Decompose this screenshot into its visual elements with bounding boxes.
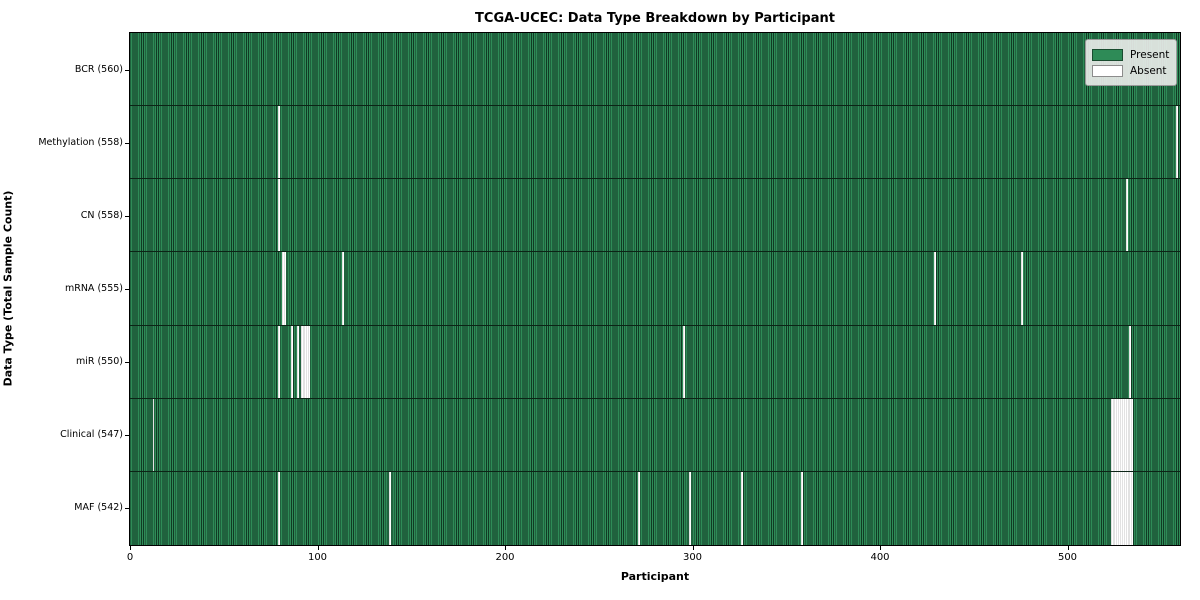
heatmap-row-clinical [130, 398, 1180, 472]
absent-gap [1110, 398, 1134, 471]
absent-gap [801, 471, 804, 545]
x-tick-mark [318, 546, 319, 550]
heatmap-row-maf [130, 471, 1180, 545]
x-tick-mark [1068, 546, 1069, 550]
absent-gap [741, 471, 744, 545]
x-tick-label: 200 [495, 552, 515, 563]
y-tick-label: Methylation (558) [38, 137, 123, 148]
heatmap-row-bcr [130, 33, 1180, 107]
absent-gap [638, 471, 640, 545]
x-tick-mark [505, 546, 506, 550]
y-tick-label: Clinical (547) [60, 429, 123, 440]
y-tick-mark [125, 70, 129, 71]
legend-label-absent: Absent [1130, 64, 1167, 77]
absent-swatch-icon [1092, 64, 1123, 77]
y-tick-mark [125, 362, 129, 363]
legend-item-absent: Absent [1092, 64, 1170, 77]
absent-gap [278, 471, 280, 545]
y-tick-label: CN (558) [80, 210, 123, 221]
y-tick-mark [125, 435, 129, 436]
absent-gap [296, 325, 299, 398]
absent-gap [1125, 179, 1128, 252]
absent-gap [388, 471, 391, 545]
y-tick-label: mRNA (555) [64, 283, 123, 294]
x-axis-label: Participant [620, 570, 690, 583]
y-tick-label: MAF (542) [74, 502, 123, 513]
x-tick-label: 500 [1057, 552, 1078, 563]
absent-gap [152, 398, 155, 471]
y-tick-mark [125, 289, 129, 290]
absent-gap [291, 325, 294, 398]
y-tick-label: miR (550) [75, 356, 123, 367]
x-tick-label: 100 [307, 552, 328, 563]
legend-item-present: Present [1092, 48, 1170, 61]
heatmap-row-mir [130, 325, 1180, 399]
x-tick-label: 400 [870, 552, 890, 563]
y-tick-label: BCR (560) [74, 64, 123, 75]
absent-gap [934, 252, 937, 325]
absent-gap [1176, 106, 1179, 179]
chart-title: TCGA-UCEC: Data Type Breakdown by Partic… [475, 11, 835, 26]
legend: Present Absent [1085, 39, 1177, 86]
absent-gap [1020, 252, 1023, 325]
x-tick-label: 0 [126, 552, 134, 563]
absent-gap [281, 252, 286, 325]
heatmap-row-methylation [130, 106, 1180, 180]
absent-gap [300, 325, 310, 398]
absent-gap [688, 471, 691, 545]
heatmap-plot [130, 33, 1180, 545]
x-tick-mark [880, 546, 881, 550]
x-tick-label: 300 [682, 552, 703, 563]
absent-gap [278, 106, 280, 179]
absent-gap [278, 179, 280, 252]
y-tick-mark [125, 508, 129, 509]
present-swatch-icon [1092, 48, 1123, 61]
y-tick-mark [125, 216, 129, 217]
legend-label-present: Present [1130, 48, 1170, 61]
x-tick-mark [693, 546, 694, 550]
absent-gap [683, 325, 685, 398]
heatmap-row-mrna [130, 252, 1180, 326]
absent-gap [341, 252, 344, 325]
absent-gap [1129, 325, 1132, 398]
absent-gap [278, 325, 280, 398]
y-tick-mark [125, 143, 129, 144]
heatmap-row-cn [130, 179, 1180, 253]
absent-gap [1110, 471, 1134, 545]
x-tick-mark [130, 546, 131, 550]
